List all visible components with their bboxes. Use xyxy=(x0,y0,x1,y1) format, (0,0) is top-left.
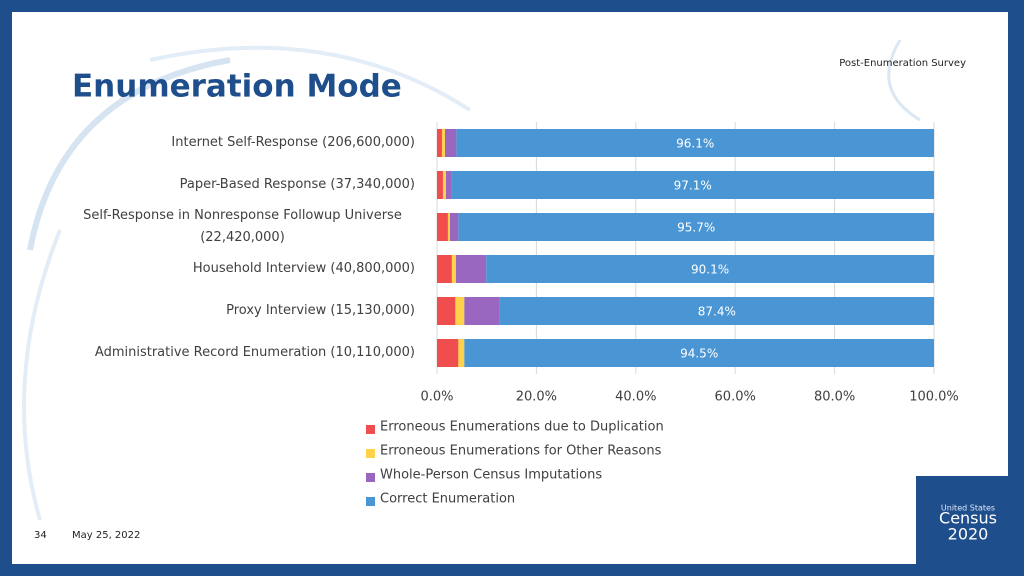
bar-segment xyxy=(486,255,934,283)
legend-swatch xyxy=(366,449,375,458)
page-number: 34 xyxy=(34,530,47,541)
logo-box xyxy=(916,476,1024,576)
bar-segment xyxy=(458,213,934,241)
logo-text: Census xyxy=(939,509,997,528)
data-label: 95.7% xyxy=(677,221,715,235)
data-label: 90.1% xyxy=(691,263,729,277)
x-tick-label: 0.0% xyxy=(420,390,453,405)
date: May 25, 2022 xyxy=(72,530,140,541)
legend-label: Whole-Person Census Imputations xyxy=(380,468,602,483)
bar-segment xyxy=(437,171,443,199)
category-label: Administrative Record Enumeration (10,11… xyxy=(94,345,415,360)
decoration xyxy=(149,45,472,112)
logo-text: United States xyxy=(941,504,995,513)
bar-segment xyxy=(437,213,448,241)
bar-segment xyxy=(441,129,445,157)
decoration xyxy=(27,57,231,251)
category-label: Paper-Based Response (37,340,000) xyxy=(179,177,415,192)
data-label: 97.1% xyxy=(674,179,712,193)
x-tick-label: 40.0% xyxy=(615,390,656,405)
legend-swatch xyxy=(366,497,375,506)
bar-segment xyxy=(499,297,934,325)
x-tick-label: 100.0% xyxy=(909,390,959,405)
category-label: Self-Response in Nonresponse Followup Un… xyxy=(83,208,402,245)
bar-segment xyxy=(451,255,456,283)
category-label: Household Interview (40,800,000) xyxy=(192,261,415,276)
x-tick-label: 80.0% xyxy=(814,390,855,405)
data-label: 96.1% xyxy=(676,137,714,151)
decoration xyxy=(22,229,62,521)
bar-segment xyxy=(445,171,452,199)
category-label: Proxy Interview (15,130,000) xyxy=(226,303,415,318)
bar-segment xyxy=(437,255,452,283)
bar-segment xyxy=(455,255,487,283)
legend-swatch xyxy=(366,425,375,434)
bar-segment xyxy=(451,171,934,199)
legend-label: Correct Enumeration xyxy=(380,492,515,507)
bar-segment xyxy=(437,129,442,157)
bar-segment xyxy=(449,213,459,241)
bar-segment xyxy=(444,129,457,157)
bar-segment xyxy=(456,129,934,157)
decoration xyxy=(887,39,921,122)
x-tick-label: 20.0% xyxy=(516,390,557,405)
bar-segment xyxy=(442,171,446,199)
header-note: Post-Enumeration Survey xyxy=(839,58,966,69)
legend-swatch xyxy=(366,473,375,482)
x-tick-label: 60.0% xyxy=(715,390,756,405)
logo-text: 2020 xyxy=(948,525,989,544)
slide-card xyxy=(12,12,1008,564)
bar-segment xyxy=(464,339,934,367)
legend-label: Erroneous Enumerations due to Duplicatio… xyxy=(380,420,664,435)
bar-segment xyxy=(458,339,465,367)
bar-segment xyxy=(455,297,465,325)
bar-segment xyxy=(464,297,500,325)
slide-title: Enumeration Mode xyxy=(72,69,402,105)
bar-segment xyxy=(437,339,459,367)
bar-segment xyxy=(437,297,456,325)
category-label: Internet Self-Response (206,600,000) xyxy=(171,135,415,150)
bar-segment xyxy=(447,213,450,241)
legend-label: Erroneous Enumerations for Other Reasons xyxy=(380,444,662,459)
data-label: 87.4% xyxy=(698,305,736,319)
data-label: 94.5% xyxy=(680,347,718,361)
